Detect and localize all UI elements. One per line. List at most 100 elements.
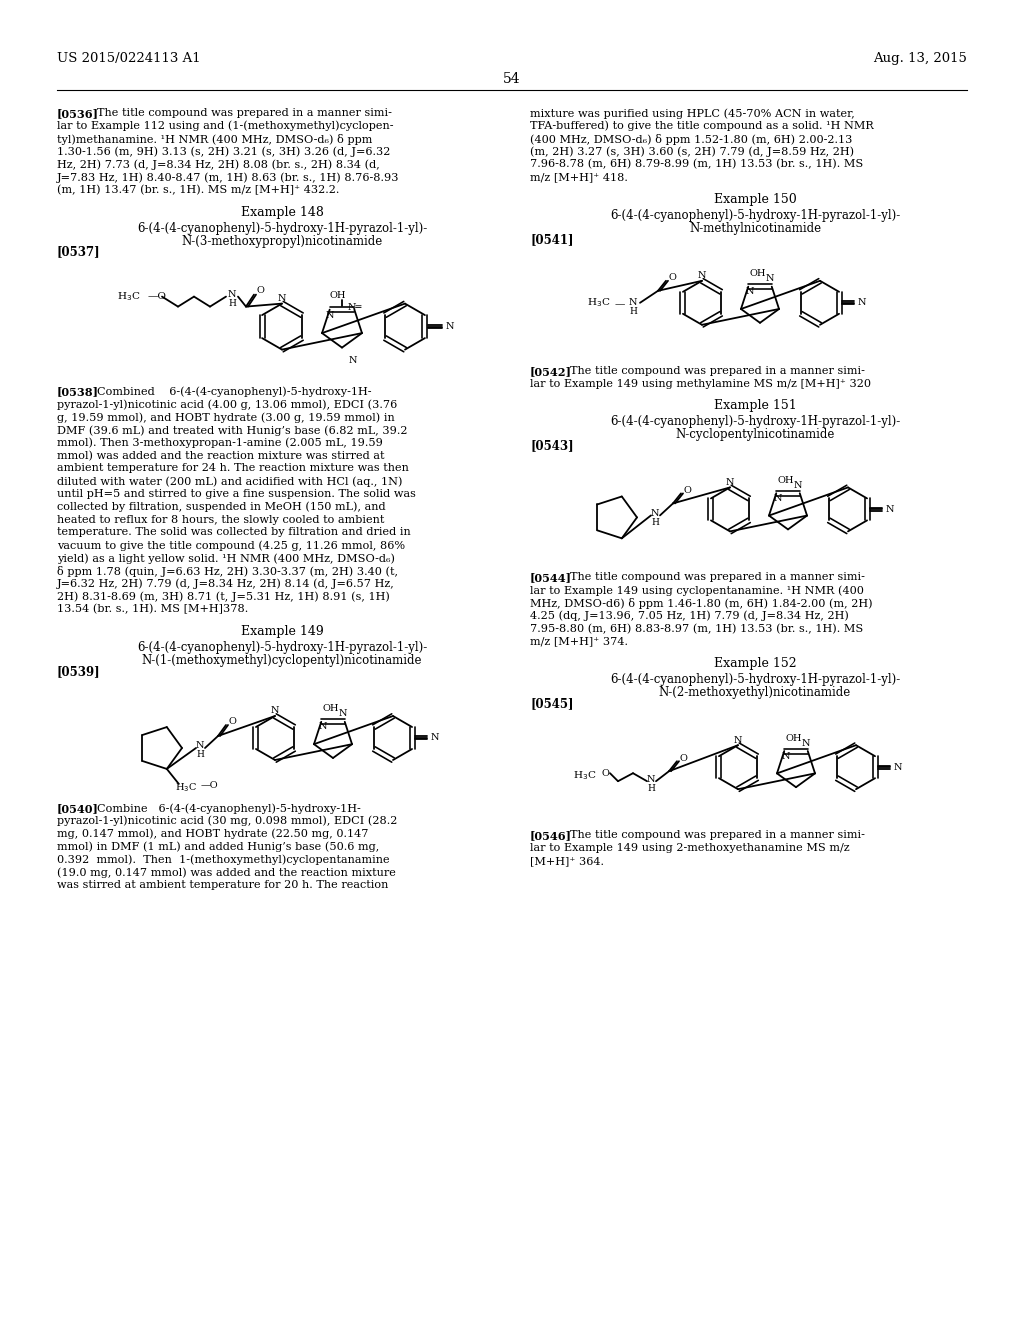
Text: lar to Example 149 using cyclopentanamine. ¹H NMR (400: lar to Example 149 using cyclopentanamin… — [530, 585, 864, 595]
Text: g, 19.59 mmol), and HOBT hydrate (3.00 g, 19.59 mmol) in: g, 19.59 mmol), and HOBT hydrate (3.00 g… — [57, 412, 394, 422]
Text: [0546]: [0546] — [530, 830, 572, 841]
Text: (19.0 mg, 0.147 mmol) was added and the reaction mixture: (19.0 mg, 0.147 mmol) was added and the … — [57, 867, 396, 878]
Text: N-cyclopentylnicotinamide: N-cyclopentylnicotinamide — [675, 429, 835, 441]
Text: N: N — [319, 722, 328, 731]
Text: Combined    6-(4-(4-cyanophenyl)-5-hydroxy-1H-: Combined 6-(4-(4-cyanophenyl)-5-hydroxy-… — [97, 387, 372, 397]
Text: N-(3-methoxypropyl)nicotinamide: N-(3-methoxypropyl)nicotinamide — [181, 235, 383, 248]
Text: 2H) 8.31-8.69 (m, 3H) 8.71 (t, J=5.31 Hz, 1H) 8.91 (s, 1H): 2H) 8.31-8.69 (m, 3H) 8.71 (t, J=5.31 Hz… — [57, 591, 390, 602]
Text: N: N — [196, 742, 204, 751]
Text: Aug. 13, 2015: Aug. 13, 2015 — [873, 51, 967, 65]
Text: N: N — [227, 290, 237, 300]
Text: The title compound was prepared in a manner simi-: The title compound was prepared in a man… — [570, 573, 865, 582]
Text: N: N — [782, 751, 791, 760]
Text: H: H — [629, 308, 637, 317]
Text: N: N — [446, 322, 455, 331]
Text: N: N — [348, 355, 356, 364]
Text: N: N — [894, 763, 902, 772]
Text: m/z [M+H]⁺ 418.: m/z [M+H]⁺ 418. — [530, 172, 628, 182]
Text: 7.96-8.78 (m, 6H) 8.79-8.99 (m, 1H) 13.53 (br. s., 1H). MS: 7.96-8.78 (m, 6H) 8.79-8.99 (m, 1H) 13.5… — [530, 160, 863, 169]
Text: diluted with water (200 mL) and acidified with HCl (aq., 1N): diluted with water (200 mL) and acidifie… — [57, 477, 402, 487]
Text: lar to Example 149 using methylamine MS m/z [M+H]⁺ 320: lar to Example 149 using methylamine MS … — [530, 379, 871, 388]
Text: [0541]: [0541] — [530, 232, 573, 246]
Text: N: N — [886, 506, 895, 513]
Text: mixture was purified using HPLC (45-70% ACN in water,: mixture was purified using HPLC (45-70% … — [530, 108, 855, 119]
Text: H$_3$C: H$_3$C — [587, 297, 610, 309]
Text: OH: OH — [323, 705, 339, 714]
Text: N: N — [629, 298, 637, 308]
Text: N═: N═ — [347, 304, 361, 312]
Text: mmol) was added and the reaction mixture was stirred at: mmol) was added and the reaction mixture… — [57, 450, 384, 461]
Text: 54: 54 — [503, 73, 521, 86]
Text: pyrazol-1-yl)nicotinic acid (30 mg, 0.098 mmol), EDCI (28.2: pyrazol-1-yl)nicotinic acid (30 mg, 0.09… — [57, 816, 397, 826]
Text: Example 151: Example 151 — [714, 400, 797, 412]
Text: N: N — [647, 775, 655, 784]
Text: US 2015/0224113 A1: US 2015/0224113 A1 — [57, 51, 201, 65]
Text: O: O — [683, 486, 691, 495]
Text: H: H — [651, 517, 658, 527]
Text: [0543]: [0543] — [530, 440, 573, 453]
Text: O: O — [228, 718, 236, 726]
Text: lar to Example 149 using 2-methoxyethanamine MS m/z: lar to Example 149 using 2-methoxyethana… — [530, 843, 850, 853]
Text: [0537]: [0537] — [57, 246, 100, 259]
Text: H$_3$C: H$_3$C — [175, 781, 197, 795]
Text: N: N — [774, 494, 782, 503]
Text: 7.95-8.80 (m, 6H) 8.83-8.97 (m, 1H) 13.53 (br. s., 1H). MS: 7.95-8.80 (m, 6H) 8.83-8.97 (m, 1H) 13.5… — [530, 623, 863, 634]
Text: N-(2-methoxyethyl)nicotinamide: N-(2-methoxyethyl)nicotinamide — [658, 686, 851, 700]
Text: 0.392  mmol).  Then  1-(methoxymethyl)cyclopentanamine: 0.392 mmol). Then 1-(methoxymethyl)cyclo… — [57, 854, 389, 865]
Text: N: N — [734, 735, 742, 744]
Text: 6-(4-(4-cyanophenyl)-5-hydroxy-1H-pyrazol-1-yl)-: 6-(4-(4-cyanophenyl)-5-hydroxy-1H-pyrazo… — [610, 209, 900, 222]
Text: [0539]: [0539] — [57, 665, 100, 678]
Text: 6-(4-(4-cyanophenyl)-5-hydroxy-1H-pyrazol-1-yl)-: 6-(4-(4-cyanophenyl)-5-hydroxy-1H-pyrazo… — [137, 222, 427, 235]
Text: Combine   6-(4-(4-cyanophenyl)-5-hydroxy-1H-: Combine 6-(4-(4-cyanophenyl)-5-hydroxy-1… — [97, 803, 360, 813]
Text: (m, 2H) 3.27 (s, 3H) 3.60 (s, 2H) 7.79 (d, J=8.59 Hz, 2H): (m, 2H) 3.27 (s, 3H) 3.60 (s, 2H) 7.79 (… — [530, 147, 854, 157]
Text: N: N — [326, 312, 334, 321]
Text: O: O — [668, 273, 676, 282]
Text: Example 149: Example 149 — [241, 624, 324, 638]
Text: 6-(4-(4-cyanophenyl)-5-hydroxy-1H-pyrazol-1-yl)-: 6-(4-(4-cyanophenyl)-5-hydroxy-1H-pyrazo… — [610, 673, 900, 686]
Text: The title compound was prepared in a manner simi-: The title compound was prepared in a man… — [570, 366, 865, 376]
Text: mg, 0.147 mmol), and HOBT hydrate (22.50 mg, 0.147: mg, 0.147 mmol), and HOBT hydrate (22.50… — [57, 829, 369, 840]
Text: N: N — [746, 288, 755, 296]
Text: collected by filtration, suspended in MeOH (150 mL), and: collected by filtration, suspended in Me… — [57, 502, 386, 512]
Text: OH: OH — [330, 292, 346, 300]
Text: H$_3$C: H$_3$C — [572, 768, 596, 781]
Text: N: N — [431, 734, 439, 742]
Text: N: N — [339, 709, 347, 718]
Text: [0538]: [0538] — [57, 387, 99, 397]
Text: N: N — [802, 738, 810, 747]
Text: mmol). Then 3-methoxypropan-1-amine (2.005 mL, 19.59: mmol). Then 3-methoxypropan-1-amine (2.0… — [57, 438, 383, 449]
Text: O: O — [601, 768, 609, 777]
Text: [0536]: [0536] — [57, 108, 99, 119]
Text: ambient temperature for 24 h. The reaction mixture was then: ambient temperature for 24 h. The reacti… — [57, 463, 409, 474]
Text: H: H — [196, 751, 204, 759]
Text: m/z [M+H]⁺ 374.: m/z [M+H]⁺ 374. — [530, 636, 628, 647]
Text: O: O — [256, 286, 264, 296]
Text: [0542]: [0542] — [530, 366, 572, 376]
Text: —O: —O — [201, 781, 218, 791]
Text: 1.30-1.56 (m, 9H) 3.13 (s, 2H) 3.21 (s, 3H) 3.26 (d, J=6.32: 1.30-1.56 (m, 9H) 3.13 (s, 2H) 3.21 (s, … — [57, 147, 390, 157]
Text: heated to reflux for 8 hours, the slowly cooled to ambient: heated to reflux for 8 hours, the slowly… — [57, 515, 384, 524]
Text: was stirred at ambient temperature for 20 h. The reaction: was stirred at ambient temperature for 2… — [57, 880, 388, 890]
Text: vacuum to give the title compound (4.25 g, 11.26 mmol, 86%: vacuum to give the title compound (4.25 … — [57, 540, 406, 550]
Text: The title compound was prepared in a manner simi-: The title compound was prepared in a man… — [97, 108, 392, 117]
Text: Example 148: Example 148 — [241, 206, 324, 219]
Text: N: N — [794, 480, 802, 490]
Text: tyl)methanamine. ¹H NMR (400 MHz, DMSO-d₆) δ ppm: tyl)methanamine. ¹H NMR (400 MHz, DMSO-d… — [57, 133, 373, 145]
Text: (400 MHz, DMSO-d₆) δ ppm 1.52-1.80 (m, 6H) 2.00-2.13: (400 MHz, DMSO-d₆) δ ppm 1.52-1.80 (m, 6… — [530, 133, 852, 145]
Text: —O: —O — [148, 292, 167, 301]
Text: [0544]: [0544] — [530, 573, 572, 583]
Text: Hz, 2H) 7.73 (d, J=8.34 Hz, 2H) 8.08 (br. s., 2H) 8.34 (d,: Hz, 2H) 7.73 (d, J=8.34 Hz, 2H) 8.08 (br… — [57, 160, 380, 170]
Text: DMF (39.6 mL) and treated with Hunig’s base (6.82 mL, 39.2: DMF (39.6 mL) and treated with Hunig’s b… — [57, 425, 408, 436]
Text: lar to Example 112 using and (1-(methoxymethyl)cyclopen-: lar to Example 112 using and (1-(methoxy… — [57, 121, 393, 132]
Text: N: N — [858, 298, 866, 308]
Text: —: — — [614, 301, 626, 309]
Text: [M+H]⁺ 364.: [M+H]⁺ 364. — [530, 855, 604, 866]
Text: 4.25 (dq, J=13.96, 7.05 Hz, 1H) 7.79 (d, J=8.34 Hz, 2H): 4.25 (dq, J=13.96, 7.05 Hz, 1H) 7.79 (d,… — [530, 611, 849, 622]
Text: [0540]: [0540] — [57, 803, 99, 814]
Text: N: N — [278, 294, 287, 304]
Text: O: O — [679, 754, 687, 763]
Text: OH: OH — [750, 269, 766, 279]
Text: until pH=5 and stirred to give a fine suspension. The solid was: until pH=5 and stirred to give a fine su… — [57, 488, 416, 499]
Text: The title compound was prepared in a manner simi-: The title compound was prepared in a man… — [570, 830, 865, 841]
Text: N: N — [697, 272, 707, 280]
